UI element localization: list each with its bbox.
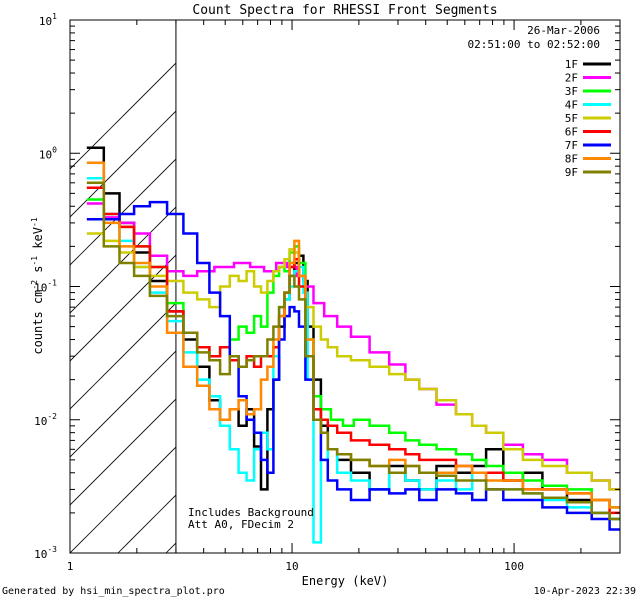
series-1F xyxy=(86,146,620,521)
annotation-attenuator: Att A0, FDecim 2 xyxy=(188,518,294,531)
hatch-line xyxy=(70,62,176,170)
legend-label-1F: 1F xyxy=(565,58,578,71)
x-tick-label: 10 xyxy=(285,560,298,573)
series-layer xyxy=(86,146,620,544)
y-tick-label: 10-3 xyxy=(34,545,57,561)
legend-label-5F: 5F xyxy=(565,112,578,125)
y-tick-label: 100 xyxy=(39,145,57,161)
footer-generator: Generated by hsi_min_spectra_plot.pro xyxy=(2,586,225,597)
time-range-label: 02:51:00 to 02:52:00 xyxy=(468,38,600,51)
hatched-region xyxy=(70,20,640,553)
legend-label-3F: 3F xyxy=(565,85,578,98)
axis-tick-labels: 1 10 100 10-3 10-2 10-1 100 101 xyxy=(34,12,524,573)
footer-date: 10-Apr-2023 22:39 xyxy=(534,586,636,597)
y-tick-label: 10-2 xyxy=(34,412,57,428)
legend-label-7F: 7F xyxy=(565,139,578,152)
legend-label-6F: 6F xyxy=(565,126,578,139)
y-label-exp: -1 xyxy=(30,256,39,266)
legend-label-2F: 2F xyxy=(565,72,578,85)
y-tick-label: 101 xyxy=(39,12,57,28)
y-label-exp: -1 xyxy=(30,217,39,227)
series-8F xyxy=(86,161,620,509)
hatch-line xyxy=(70,254,176,362)
y-label-exp: -2 xyxy=(30,280,39,290)
chart-title: Count Spectra for RHESSI Front Segments xyxy=(192,3,497,18)
y-tick-label: 10-1 xyxy=(34,279,57,295)
date-label: 26-Mar-2006 xyxy=(527,24,600,37)
y-label-part: keV xyxy=(31,227,45,256)
y-axis-label: counts cm-2 s-1 keV-1 xyxy=(30,217,45,354)
series-9F xyxy=(86,181,620,521)
legend-label-9F: 9F xyxy=(565,166,578,179)
x-axis-label: Energy (keV) xyxy=(302,574,389,588)
hatch-line xyxy=(70,206,176,314)
series-7F xyxy=(86,200,620,531)
hatch-line xyxy=(550,20,640,553)
legend-label-4F: 4F xyxy=(565,99,578,112)
axis-ticks xyxy=(69,20,621,554)
x-tick-label: 100 xyxy=(504,560,524,573)
hatch-line xyxy=(70,398,176,506)
y-label-part: s xyxy=(31,266,45,280)
hatch-line xyxy=(70,446,176,553)
x-tick-label: 1 xyxy=(67,560,74,573)
annotation-background: Includes Background xyxy=(188,506,314,519)
series-2F xyxy=(86,202,620,491)
hatch-line xyxy=(117,494,176,553)
legend-label-8F: 8F xyxy=(565,153,578,166)
y-label-part: counts cm xyxy=(31,290,45,355)
